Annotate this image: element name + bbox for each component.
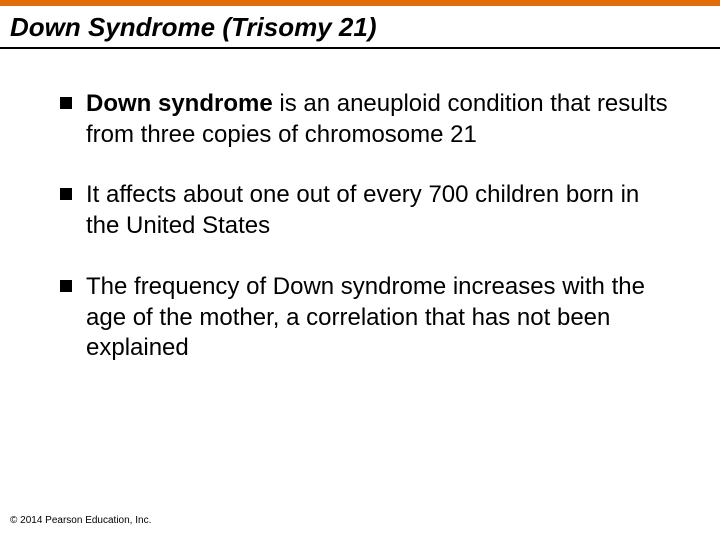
bullet-item: It affects about one out of every 700 ch… — [60, 180, 678, 241]
bullet-rest: The frequency of Down syndrome increases… — [86, 273, 645, 361]
square-bullet-icon — [60, 280, 72, 292]
bullet-rest: It affects about one out of every 700 ch… — [86, 181, 639, 239]
square-bullet-icon — [60, 188, 72, 200]
slide-title: Down Syndrome (Trisomy 21) — [0, 6, 720, 47]
bullet-text: The frequency of Down syndrome increases… — [86, 272, 678, 364]
slide-body: Down syndrome is an aneuploid condition … — [0, 49, 720, 364]
slide-container: { "colors": { "accent": "#e36c0a", "rule… — [0, 0, 720, 540]
bullet-item: The frequency of Down syndrome increases… — [60, 272, 678, 364]
bullet-text: It affects about one out of every 700 ch… — [86, 180, 678, 241]
bullet-bold-lead: Down syndrome — [86, 90, 273, 117]
copyright-footer: © 2014 Pearson Education, Inc. — [10, 515, 151, 526]
square-bullet-icon — [60, 97, 72, 109]
bullet-item: Down syndrome is an aneuploid condition … — [60, 89, 678, 150]
bullet-text: Down syndrome is an aneuploid condition … — [86, 89, 678, 150]
